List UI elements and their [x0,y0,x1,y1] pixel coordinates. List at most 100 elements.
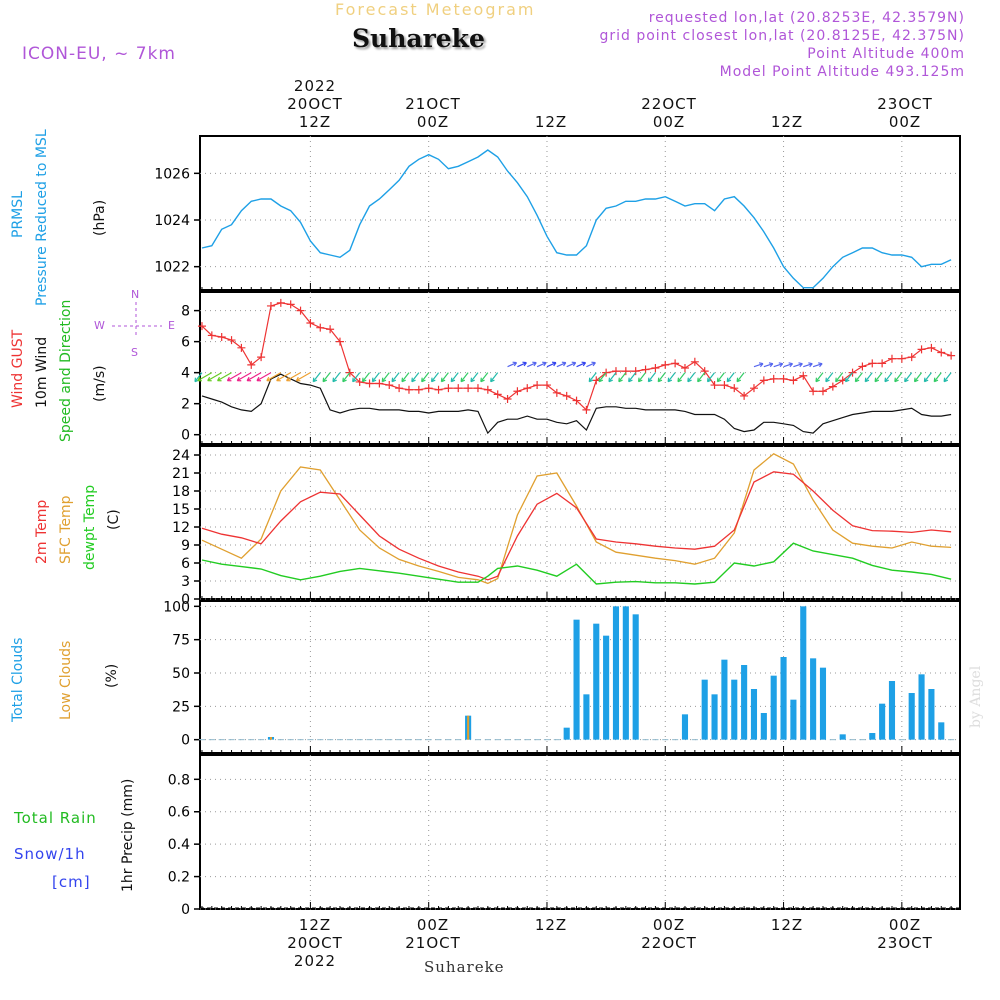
total-cloud-bar [622,606,629,740]
wind-direction-arrow [687,372,696,383]
wind-direction-arrow [793,363,803,368]
top-time-label: 00Z [888,113,922,131]
wind-arrow-head [421,377,426,383]
total-cloud-bar [701,679,708,740]
wind-gust-marker [779,374,788,383]
wind-direction-arrow [697,372,706,383]
wind-direction-arrow [812,363,823,368]
wind-gust-marker [582,405,591,414]
wind-arrow-head [628,377,633,383]
y-tick-label: 1022 [154,260,190,276]
y-tick-label: 0 [181,733,190,749]
wind-gust-marker [296,306,305,315]
wind-arrow-head [778,362,784,368]
wind-gust-marker [533,381,542,390]
wind-direction-arrow [421,372,430,383]
wind-arrow-head [286,376,291,382]
wind-arrow-head [667,377,673,383]
top-time-label: 12Z [534,113,568,131]
wind-gust-marker [730,384,739,393]
wind-gust-marker [740,391,749,400]
wind-gust-marker [858,362,867,371]
wind-gust-marker [572,396,581,405]
wind-arrow-head [854,377,860,383]
wind-arrow-head [706,377,712,383]
wind-direction-arrow [894,372,903,383]
wind-arrow-head [884,377,889,383]
wind-direction-arrow [815,372,824,383]
wind-gust-marker [523,384,532,393]
y-tick-label: 100 [163,599,190,615]
y-tick-label: 3 [181,574,190,590]
legend-snow: Snow/1h [14,845,86,863]
total-cloud-bar [869,733,876,740]
bottom-date-label: 22OCT [641,934,697,952]
wind-direction-arrow [527,362,537,368]
wind-arrow-head [768,362,774,368]
wind-arrow-head [371,377,377,383]
grid-point-coords: grid point closest lon,lat (20.8125E, 42… [599,28,965,44]
compass-n-label: N [131,288,140,301]
y-tick-label: 25 [172,699,190,715]
wind-gust-marker [286,300,295,309]
wind-direction-arrow [276,372,291,382]
total-cloud-bar [839,734,846,740]
wind-direction-arrow [657,372,666,383]
wind-direction-arrow [835,372,844,383]
total-cloud-bar [819,667,827,740]
total-cloud-bar [790,699,797,740]
y-tick-label: 75 [172,633,190,649]
wind-direction-arrow [923,372,932,383]
y-tick-label: 0.6 [168,805,190,821]
wind-gust-marker [661,360,670,369]
y-tick-label: 9 [181,538,190,554]
location-title: Suhareke [352,24,485,53]
wind-gust-marker [355,377,364,386]
wind-arrow-head [818,362,823,368]
wind-direction-arrow [638,372,647,383]
wind-direction-arrow [536,362,547,368]
total-cloud-bar [711,694,718,740]
wind-arrow-head [864,377,870,383]
wind-arrow-head [512,361,518,367]
wind-gust-marker [493,390,502,399]
wind-gust-marker [473,384,482,393]
wind-arrow-head [637,377,643,383]
total-cloud-bar [918,674,925,740]
wind-gust-marker [671,359,680,368]
y-tick-label: 0 [181,592,190,608]
product-title: Forecast Meteogram [335,0,536,19]
wind-arrow-head [758,362,764,368]
wind-gust-marker [887,354,896,363]
legend-snow-cm: [cm] [52,873,91,891]
y-tick-label: 21 [172,466,190,482]
wind-gust-marker [927,343,936,352]
wind-direction-arrow [440,372,449,383]
bottom-time-label: 00Z [416,916,450,934]
wind-arrow-head [647,377,653,383]
wind-direction-arrow [586,362,596,368]
total-cloud-bar [583,694,590,740]
wind-arrow-head [598,377,604,383]
wind-arrow-head [844,377,850,383]
wind-gust-marker [868,359,877,368]
wind-direction-arrow [207,372,222,382]
compass-icon [112,302,162,338]
wind-gust-marker [907,353,916,362]
wind-direction-arrow [480,372,489,383]
wind-gust-marker [700,367,709,376]
wind-arrow-head [571,361,577,367]
bottom-year-label: 2022 [293,952,337,970]
wind-arrow-head [352,377,357,383]
wind-direction-arrow [236,372,252,382]
wind-direction-arrow [507,362,517,368]
low-cloud-bar [467,715,470,740]
wind-arrow-head [726,377,732,383]
total-cloud-bar [731,679,738,740]
wind-gust-marker [434,385,443,394]
wind-arrow-head [256,376,261,382]
total-cloud-bar [741,665,748,740]
wind-direction-arrow [845,372,854,383]
wind-gust-marker [799,371,808,380]
y-tick-label: 12 [172,520,190,536]
